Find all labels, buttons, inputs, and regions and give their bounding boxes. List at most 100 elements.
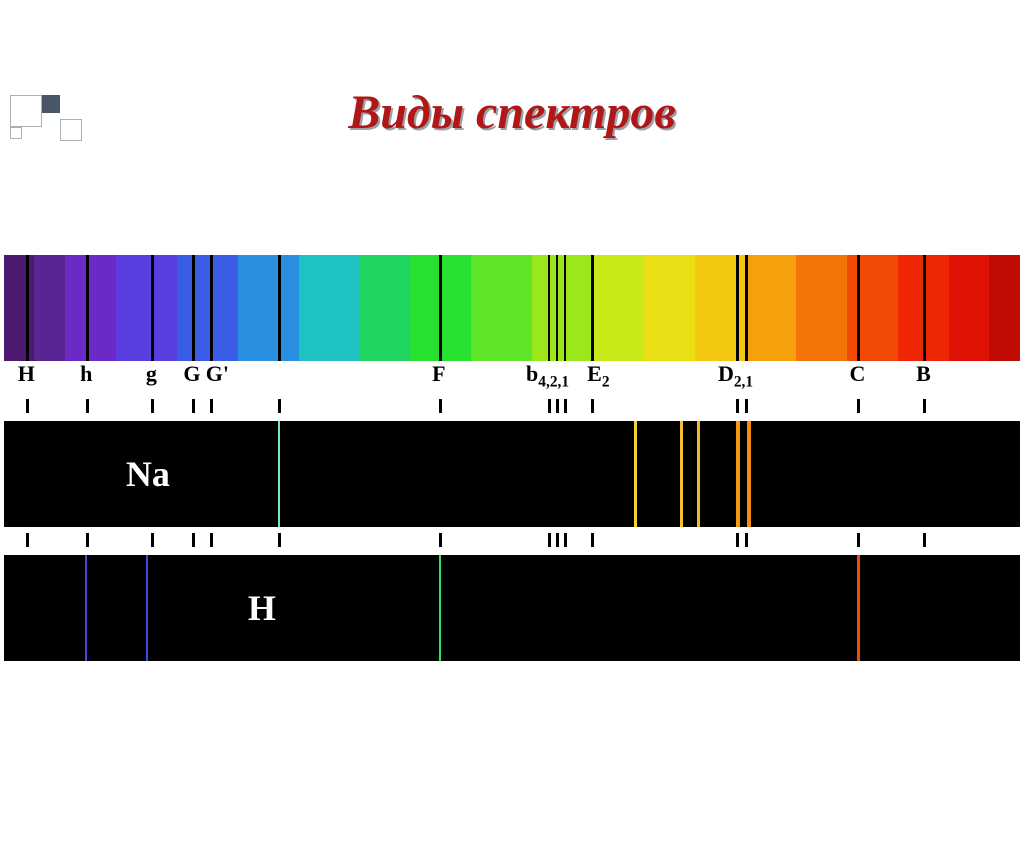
absorption-line — [736, 255, 739, 361]
tick-mark — [192, 399, 195, 413]
emission-line — [146, 555, 148, 661]
decoration-square — [10, 95, 42, 127]
spectrum-segment — [532, 255, 593, 361]
spectrum-segment — [471, 255, 532, 361]
fraunhofer-label: E2 — [587, 361, 609, 391]
emission-line — [680, 421, 683, 527]
fraunhofer-label: G — [183, 361, 200, 387]
tick-mark — [564, 533, 567, 547]
tick-mark — [548, 399, 551, 413]
tick-mark — [736, 533, 739, 547]
fraunhofer-label: C — [849, 361, 865, 387]
fraunhofer-label: G' — [206, 361, 229, 387]
spectrum-segment — [746, 255, 797, 361]
fraunhofer-label: B — [916, 361, 931, 387]
spectrum-segment — [989, 255, 1019, 361]
fraunhofer-label: g — [146, 361, 157, 387]
fraunhofer-labels: Hh gGG' Fb4,2,1 E2 D2,1 C B — [4, 361, 1020, 393]
absorption-line — [548, 255, 550, 361]
absorption-spectrum — [4, 255, 1020, 361]
tick-mark — [745, 533, 748, 547]
tick-mark — [556, 399, 559, 413]
fraunhofer-label: F — [432, 361, 445, 387]
absorption-line — [26, 255, 29, 361]
tick-mark — [210, 533, 213, 547]
title-text: Виды спектров — [348, 86, 676, 139]
emission-line — [697, 421, 700, 527]
fraunhofer-label: D2,1 — [718, 361, 753, 391]
tick-mark — [439, 533, 442, 547]
absorption-line — [857, 255, 860, 361]
tick-mark — [210, 399, 213, 413]
tick-mark — [923, 533, 926, 547]
tick-mark — [745, 399, 748, 413]
fraunhofer-label: H — [18, 361, 35, 387]
tick-mark — [151, 533, 154, 547]
tick-mark — [278, 533, 281, 547]
spectrum-segment — [949, 255, 990, 361]
emission-spectrum-na: Na — [4, 421, 1020, 527]
emission-line — [736, 421, 740, 527]
spectrum-segment — [177, 255, 238, 361]
absorption-line — [591, 255, 594, 361]
absorption-line — [923, 255, 926, 361]
absorption-line — [564, 255, 566, 361]
absorption-line — [556, 255, 558, 361]
tick-mark — [857, 399, 860, 413]
spectrum-segment — [4, 255, 34, 361]
tick-mark — [736, 399, 739, 413]
spectrum-segment — [34, 255, 64, 361]
decoration-square — [10, 127, 22, 139]
tick-mark — [151, 399, 154, 413]
fraunhofer-label: b4,2,1 — [526, 361, 569, 391]
absorption-line — [86, 255, 89, 361]
tick-mark — [548, 533, 551, 547]
continuous-gradient — [4, 255, 1020, 361]
spectrum-segment — [65, 255, 116, 361]
tick-mark — [86, 399, 89, 413]
tick-mark — [556, 533, 559, 547]
element-label: Na — [126, 453, 170, 495]
absorption-line — [745, 255, 748, 361]
tick-mark — [26, 399, 29, 413]
spectra-diagram: Hh gGG' Fb4,2,1 E2 D2,1 C B Na H — [4, 255, 1020, 661]
spectrum-segment — [360, 255, 411, 361]
tick-mark — [278, 399, 281, 413]
spectrum-segment — [796, 255, 847, 361]
emission-line — [857, 555, 860, 661]
emission-line — [278, 421, 280, 527]
tick-mark — [26, 533, 29, 547]
emission-spectrum-h: H — [4, 555, 1020, 661]
tick-mark — [591, 399, 594, 413]
spectrum-segment — [847, 255, 898, 361]
absorption-line — [278, 255, 281, 361]
tick-mark — [192, 533, 195, 547]
tick-mark — [564, 399, 567, 413]
absorption-line — [210, 255, 213, 361]
tick-mark — [439, 399, 442, 413]
absorption-line — [192, 255, 195, 361]
tick-row-2 — [4, 527, 1020, 555]
absorption-line — [151, 255, 154, 361]
emission-line — [747, 421, 751, 527]
spectrum-segment — [593, 255, 644, 361]
emission-line — [439, 555, 441, 661]
spectrum-segment — [299, 255, 360, 361]
emission-line — [85, 555, 87, 661]
tick-mark — [591, 533, 594, 547]
corner-decoration — [10, 95, 90, 175]
page-title: Виды спектров — [0, 85, 1024, 140]
emission-line — [634, 421, 637, 527]
tick-mark — [86, 533, 89, 547]
element-label: H — [248, 587, 276, 629]
absorption-line — [439, 255, 442, 361]
tick-mark — [857, 533, 860, 547]
tick-row-1 — [4, 393, 1020, 421]
fraunhofer-label: h — [80, 361, 92, 387]
tick-mark — [923, 399, 926, 413]
spectrum-segment — [644, 255, 695, 361]
decoration-square — [42, 95, 60, 113]
spectrum-segment — [116, 255, 177, 361]
decoration-square — [60, 119, 82, 141]
spectrum-segment — [238, 255, 299, 361]
